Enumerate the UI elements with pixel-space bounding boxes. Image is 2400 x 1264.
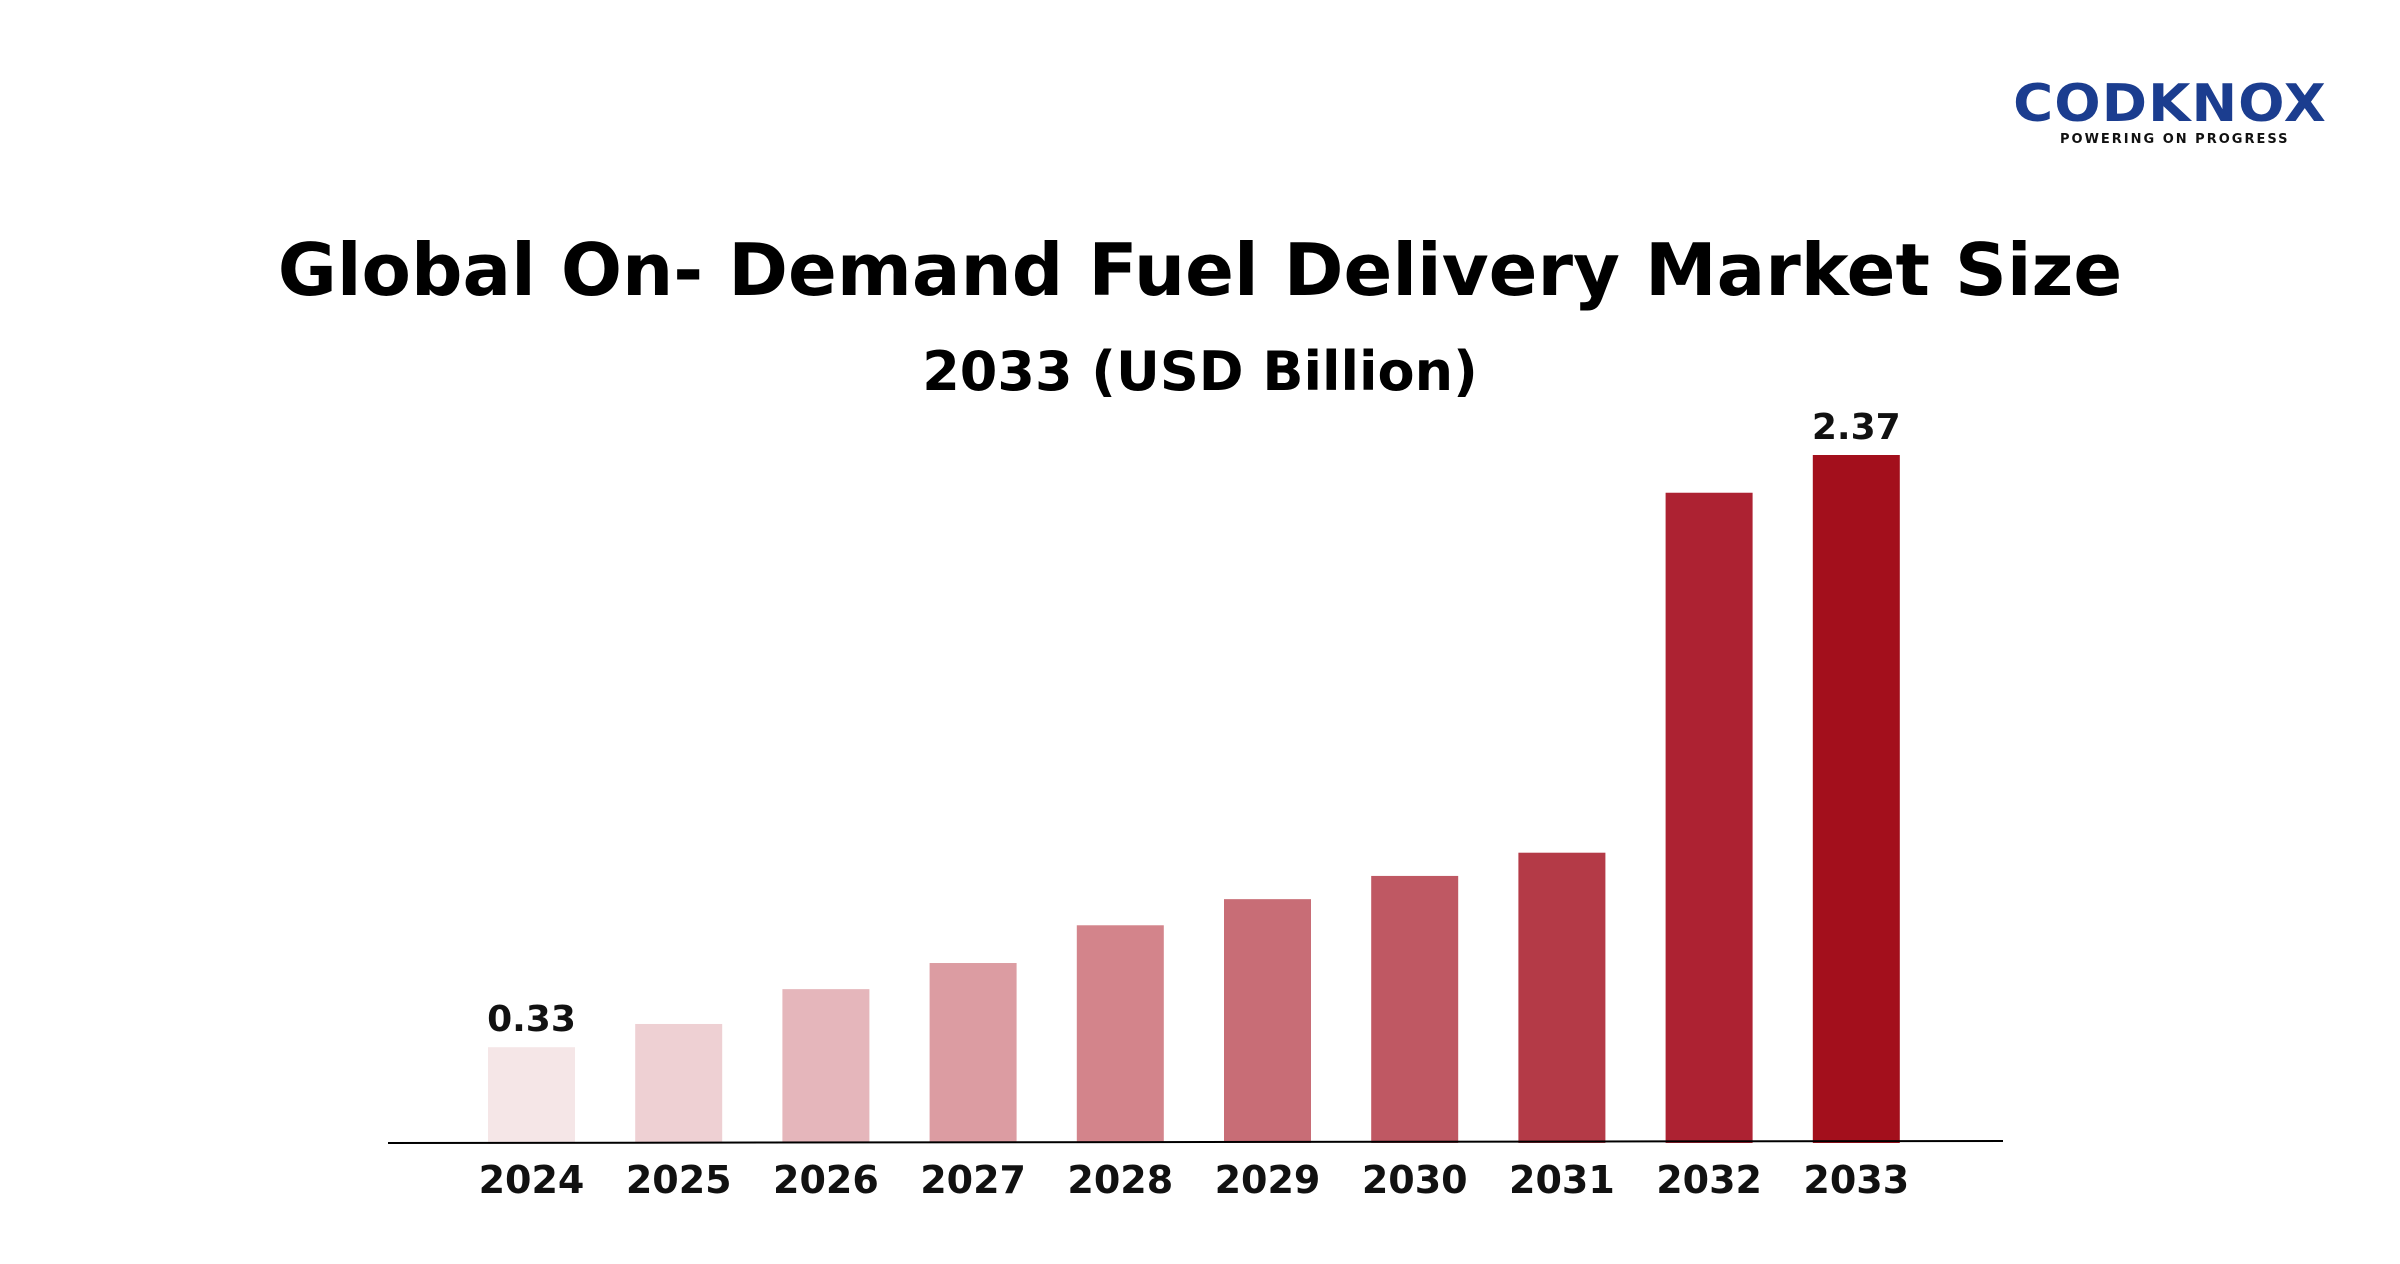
bar-2033 — [1812, 455, 1900, 1143]
x-tick-label-2031: 2031 — [1509, 1158, 1615, 1202]
bar-2030 — [1371, 875, 1459, 1143]
bar-2026 — [782, 989, 870, 1143]
x-tick-label-2027: 2027 — [920, 1158, 1026, 1202]
x-tick-label-2029: 2029 — [1215, 1158, 1321, 1202]
bars-group — [488, 455, 1900, 1143]
data-label-2024: 0.33 — [487, 999, 576, 1040]
x-tick-label-2028: 2028 — [1067, 1158, 1173, 1202]
data-label-2033: 2.37 — [1812, 407, 1901, 448]
x-tick-label-2030: 2030 — [1362, 1158, 1468, 1202]
x-tick-label-2026: 2026 — [773, 1158, 879, 1202]
x-tick-label-2033: 2033 — [1803, 1158, 1909, 1202]
x-tick-label-2025: 2025 — [626, 1158, 732, 1202]
data-labels-group: 0.33 2.37 — [487, 407, 1901, 1040]
logo-tagline: POWERING ON PROGRESS — [2060, 132, 2290, 147]
x-tick-label-2032: 2032 — [1656, 1158, 1762, 1202]
codknox-logo: CODKNOX POWERING ON PROGRESS — [2010, 78, 2340, 148]
chart-subtitle: 2033 (USD Billion) — [922, 340, 1478, 403]
bar-2029 — [1224, 899, 1311, 1143]
bar-2024 — [488, 1047, 575, 1143]
bar-2031 — [1518, 852, 1606, 1143]
x-tick-labels-group: 2024 2025 2026 2027 2028 2029 2030 2031 2032 2033 — [479, 1158, 1910, 1202]
bar-2032 — [1665, 492, 1753, 1143]
bar-2027 — [929, 963, 1017, 1143]
bar-2025 — [635, 1023, 723, 1143]
x-axis-line — [387, 1140, 2004, 1144]
bar-2028 — [1076, 925, 1164, 1143]
x-tick-label-2024: 2024 — [479, 1158, 585, 1202]
chart-title: Global On- Demand Fuel Delivery Market S… — [277, 228, 2123, 312]
logo-wordmark: CODKNOX — [2013, 74, 2327, 134]
